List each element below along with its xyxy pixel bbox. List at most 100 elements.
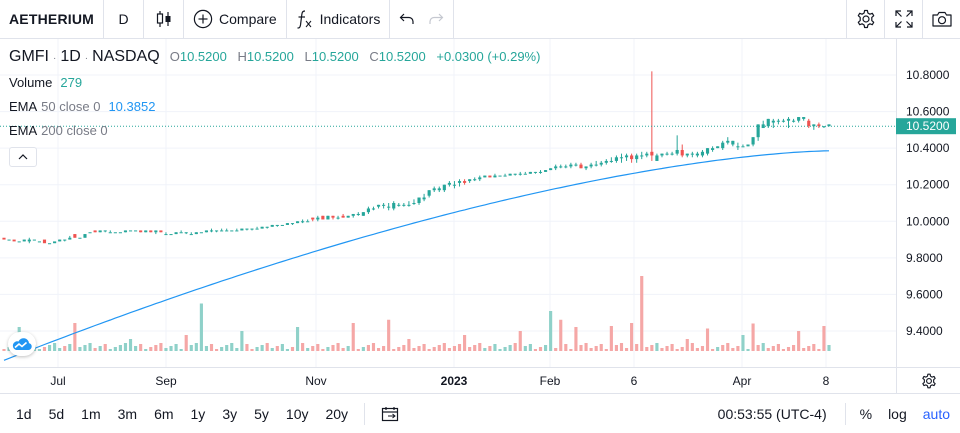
volume-bar — [402, 345, 406, 351]
candle-body — [326, 215, 330, 220]
volume-bar — [609, 326, 613, 351]
range-button-10y[interactable]: 10y — [285, 405, 309, 422]
candle-body — [311, 217, 315, 220]
volume-bar — [371, 343, 376, 351]
candle-body — [700, 151, 705, 156]
range-button-3m[interactable]: 3m — [117, 405, 138, 422]
candle-body — [301, 221, 305, 223]
candle-body — [402, 204, 406, 206]
go-to-date-button[interactable] — [375, 406, 405, 422]
candle-body — [250, 228, 254, 230]
volume-bar — [295, 327, 300, 351]
volume-bar — [154, 345, 158, 351]
range-button-20y[interactable]: 20y — [325, 405, 349, 422]
brand-logo[interactable] — [8, 332, 36, 356]
volume-bar — [387, 319, 391, 351]
volume-bar — [604, 349, 608, 351]
volume-bar — [761, 343, 765, 351]
indicators-button[interactable]: Indicators — [287, 0, 391, 38]
legend-symbol[interactable]: GMFI — [9, 48, 49, 65]
undo-button[interactable] — [390, 0, 419, 38]
top-toolbar: AETHERIUM D Compare Indicators — [0, 0, 960, 39]
time-axis[interactable]: Jul Sep Nov 2023 Feb 6 Apr 8 — [0, 367, 896, 393]
legend-collapse-button[interactable] — [9, 147, 37, 167]
auto-scale-toggle[interactable]: auto — [922, 405, 950, 422]
axis-settings-button[interactable] — [896, 367, 960, 393]
volume-bar — [771, 346, 775, 351]
candle-body — [58, 239, 62, 242]
ohlc-values: O10.5200 H10.5200 L10.5200 C10.5200 +0.0… — [170, 45, 548, 69]
ema50-legend-row[interactable]: EMA 50 close 0 10.3852 — [9, 95, 547, 119]
candle-body — [503, 175, 507, 177]
candle-body — [432, 188, 436, 191]
volume-bar — [103, 344, 107, 351]
range-button-1y[interactable]: 1y — [190, 405, 206, 422]
range-button-1d[interactable]: 1d — [16, 405, 32, 422]
volume-bar — [199, 303, 203, 351]
candle-body — [371, 208, 376, 210]
range-button-1m[interactable]: 1m — [81, 405, 101, 422]
candle-body — [63, 239, 67, 241]
volume-bar — [225, 345, 229, 351]
candle-body — [771, 120, 775, 123]
candle-body — [776, 120, 780, 122]
fullscreen-icon — [894, 10, 913, 28]
redo-icon — [429, 13, 444, 24]
candle-body — [17, 241, 21, 243]
candle-body — [685, 153, 689, 156]
volume-bar — [650, 345, 654, 351]
volume-bar — [731, 348, 735, 351]
volume-bar — [47, 345, 52, 351]
symbol-legend-row: GMFI · 1D · NASDAQ O10.5200 H10.5200 L10… — [9, 45, 547, 71]
candle-body — [756, 124, 760, 138]
price-axis-label: 9.4000 — [906, 324, 943, 338]
candle-body — [660, 153, 664, 156]
candle-body — [640, 155, 644, 157]
fullscreen-button[interactable] — [884, 0, 922, 38]
candle-body — [215, 230, 219, 232]
volume-bar — [73, 323, 77, 351]
clock-timezone[interactable]: 00:53:55 (UTC-4) — [717, 405, 827, 422]
candle-body — [123, 230, 128, 233]
candle-body — [412, 203, 416, 204]
candle-body — [376, 204, 381, 207]
range-button-5y[interactable]: 5y — [254, 405, 269, 422]
candle-body — [817, 124, 821, 127]
snapshot-button[interactable] — [922, 0, 960, 38]
range-button-5d[interactable]: 5d — [48, 405, 65, 422]
time-axis-label: Apr — [732, 374, 752, 388]
candle-body — [716, 146, 720, 149]
volume-bar — [792, 345, 796, 351]
candle-body — [721, 142, 725, 149]
symbol-search-button[interactable]: AETHERIUM — [0, 0, 105, 38]
volume-bar — [493, 344, 497, 351]
bottom-toolbar: 1d 5d 1m 3m 6m 1y 3y 5y 10y 20y 00:53:55 (UTC-4) … — [0, 393, 960, 433]
candle-body — [650, 151, 654, 156]
volume-bar — [280, 344, 284, 351]
log-scale-toggle[interactable]: log — [888, 405, 907, 422]
volume-legend-row[interactable]: Volume 279 — [9, 71, 547, 95]
range-button-6m[interactable]: 6m — [154, 405, 174, 422]
compare-button[interactable]: Compare — [184, 0, 287, 38]
candle-body — [93, 230, 97, 233]
candle-body — [275, 224, 279, 226]
candle-body — [12, 239, 16, 242]
settings-button[interactable] — [846, 0, 884, 38]
volume-bar — [457, 344, 462, 351]
interval-button[interactable]: D — [104, 0, 145, 38]
candle-body — [174, 232, 178, 235]
volume-bar — [695, 348, 699, 351]
candle-body — [751, 137, 755, 145]
candle-body — [189, 234, 193, 236]
volume-bar — [569, 349, 573, 351]
range-button-3y[interactable]: 3y — [222, 405, 238, 422]
candlestick-chart-type-icon[interactable] — [144, 0, 185, 38]
candle-body — [705, 148, 710, 154]
ema200-legend-row[interactable]: EMA 200 close 0 — [9, 119, 547, 143]
volume-bar — [554, 348, 558, 351]
volume-bar — [518, 331, 522, 351]
redo-button[interactable] — [419, 0, 455, 38]
volume-bar — [341, 348, 345, 351]
percent-scale-toggle[interactable]: % — [859, 405, 873, 422]
